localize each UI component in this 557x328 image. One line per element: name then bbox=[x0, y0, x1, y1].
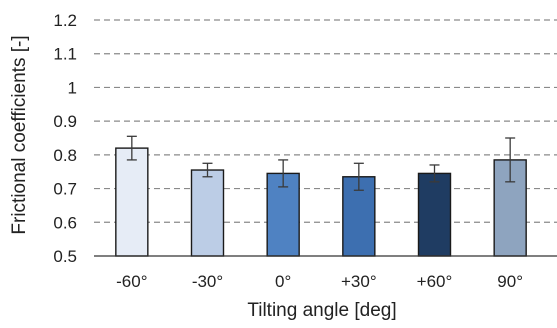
error-bar bbox=[429, 164, 440, 183]
y-axis-title: Frictional coefficients [-] bbox=[9, 35, 30, 234]
y-tick-label: 0.9 bbox=[53, 112, 77, 131]
error-bar bbox=[353, 162, 364, 191]
y-tick-label: 0.7 bbox=[53, 180, 77, 199]
error-bar bbox=[126, 135, 137, 161]
y-tick-label: 1.1 bbox=[53, 45, 77, 64]
bar bbox=[417, 172, 452, 257]
x-tick-label: +30° bbox=[341, 272, 377, 291]
x-tick-label: -60° bbox=[116, 272, 147, 291]
error-bar bbox=[505, 137, 516, 183]
y-tick-label: 1 bbox=[68, 78, 77, 97]
y-tick-label: 0.6 bbox=[53, 213, 77, 232]
error-bar bbox=[278, 159, 289, 188]
error-bar bbox=[202, 162, 213, 178]
y-tick-label: 0.8 bbox=[53, 146, 77, 165]
y-tick-label: 1.2 bbox=[53, 11, 77, 30]
x-tick-labels: -60° -30° 0° +30° +60° 90° bbox=[116, 272, 523, 291]
error-bars bbox=[126, 135, 516, 191]
y-tick-labels: 0.5 0.6 0.7 0.8 0.9 1 1.1 1.2 bbox=[53, 11, 77, 266]
x-axis-title: Tilting angle [deg] bbox=[247, 300, 396, 321]
gridlines bbox=[94, 19, 557, 223]
bars bbox=[115, 147, 527, 257]
x-tick-label: +60° bbox=[417, 272, 453, 291]
x-tick-label: 90° bbox=[497, 272, 523, 291]
bar bbox=[115, 147, 149, 257]
x-tick-label: 0° bbox=[275, 272, 291, 291]
x-tick-label: -30° bbox=[192, 272, 223, 291]
bar bbox=[190, 169, 225, 257]
y-tick-label: 0.5 bbox=[53, 247, 77, 266]
